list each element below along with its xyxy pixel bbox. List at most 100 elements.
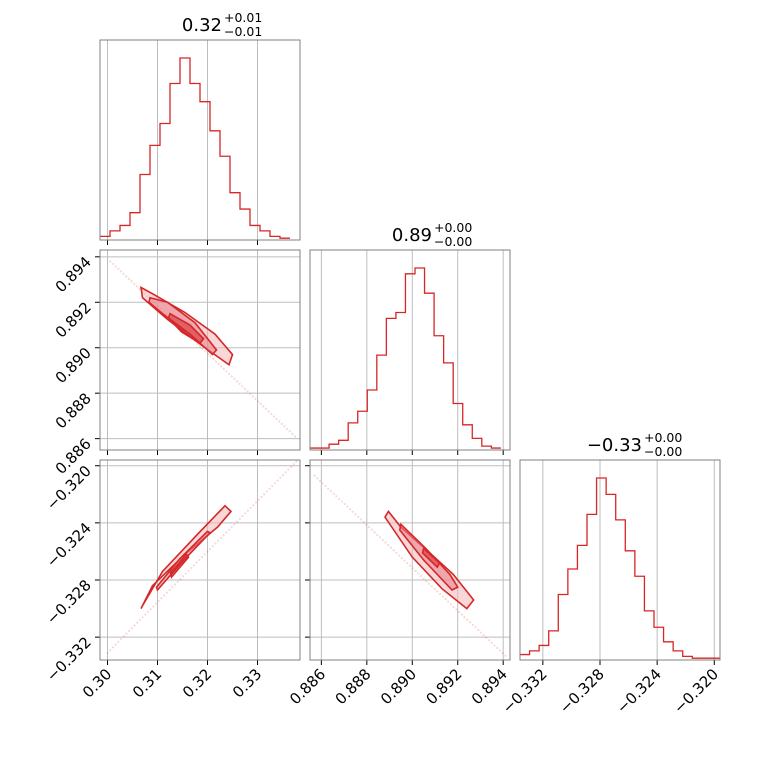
sample-point [225,531,228,534]
sample-point [493,644,496,647]
sample-point [179,577,182,581]
sample-point [262,405,265,408]
histogram-step-p0 [100,57,290,239]
sample-point [125,632,128,635]
sample-point [114,643,117,646]
sample-point [332,492,335,495]
sample-point [460,613,463,616]
sample-point [119,270,123,273]
sample-point [474,626,477,629]
sample-point [357,515,360,518]
sample-point [203,553,206,556]
sample-point [381,538,384,542]
sample-point [217,539,220,542]
sample-point [278,420,281,423]
sample-point [251,395,254,398]
sample-point [293,435,297,438]
sample-point [127,277,131,280]
sample-point [265,490,268,493]
scatter-p0-p2-frame [99,459,301,661]
x-tick-label: 0.31 [129,665,165,701]
sample-point [133,282,136,285]
x-tick-label: 0.30 [79,665,115,701]
sample-point [433,587,436,590]
sample-point [230,375,233,378]
sample-point [279,476,282,479]
sample-point [254,397,257,400]
sample-point [238,382,241,385]
panel-title-p2: −0.33 [587,435,642,456]
x-tick-label: 0.886 [286,665,329,708]
sample-point [173,583,177,586]
x-tick-label: 0.33 [229,665,265,701]
sample-point [340,500,343,503]
sample-point [376,533,379,536]
sample-point [233,523,236,526]
sample-point [133,624,136,627]
sample-point [288,430,291,433]
sample-point [392,549,395,552]
hist-p1-frame [309,249,511,451]
sample-point [447,600,450,603]
sample-point [487,639,491,642]
title-plus-p0: +0.01 [224,10,262,25]
hist-p2-frame [519,459,721,661]
x-tick-label: 0.888 [332,665,375,708]
sample-point [109,649,112,652]
sample-point [455,608,458,611]
sample-point [259,402,262,405]
sample-point [249,506,252,510]
sample-point [117,267,120,270]
sample-point [427,582,431,585]
sample-point [141,616,144,619]
sample-point [165,591,168,594]
sample-point [367,526,371,529]
sample-point [348,508,352,511]
sample-point [163,594,166,597]
sample-point [228,372,231,375]
sample-point [176,580,179,583]
sample-point [397,554,401,557]
sample-point [485,636,488,639]
sample-point [157,599,160,602]
sample-point [254,501,258,504]
sample-point [283,425,286,428]
sample-point [219,536,222,540]
sample-point [268,487,271,490]
sample-point [152,605,155,608]
sample-point [225,370,228,373]
sample-point [264,407,268,410]
sample-point [449,603,453,606]
sample-point [285,427,289,430]
sample-point [206,352,210,355]
sample-point [222,367,225,370]
sample-point [270,412,273,415]
sample-point [235,380,239,383]
sample-point [411,567,414,570]
sample-point [138,618,141,622]
sample-point [400,556,403,560]
y-tick-label: −0.332 [43,633,95,685]
sample-point [463,616,466,619]
sample-point [112,262,115,265]
sample-point [384,541,387,544]
sample-point [316,477,319,480]
sample-point [190,566,193,570]
sample-point [184,572,187,575]
x-tick-label: 0.892 [422,665,465,708]
sample-point [452,605,455,608]
sample-point [144,613,147,616]
panel-title-p1: 0.89 [392,225,432,246]
sample-point [257,498,260,501]
sample-point [260,495,263,499]
sample-point [408,564,412,567]
sample-point [295,460,298,463]
sample-point [291,432,294,435]
sample-point [479,631,483,634]
sample-point [209,355,212,358]
sample-point [466,618,469,621]
scatter-panel-p1-p2: 0.886 0.888 0.890 0.892 0.894 [286,460,511,708]
sample-point [281,474,285,477]
sample-point [373,531,376,534]
